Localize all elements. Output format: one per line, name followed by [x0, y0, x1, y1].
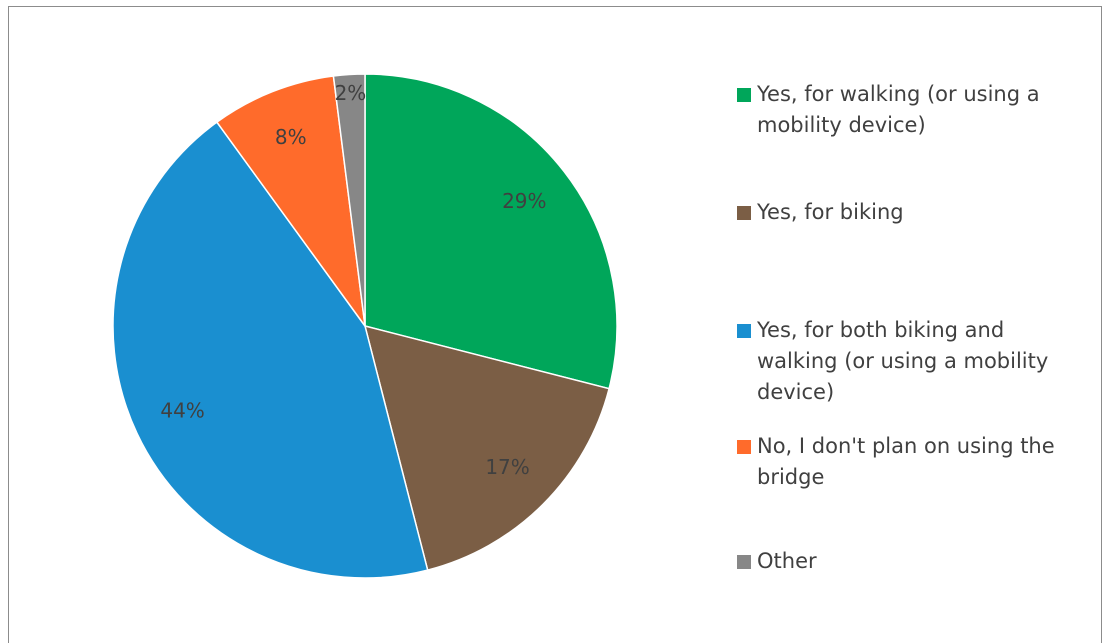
- legend-item: Other: [737, 546, 1087, 577]
- data-label: 17%: [485, 455, 529, 479]
- data-label: 44%: [160, 398, 204, 422]
- legend-label: Yes, for walking (or using a mobility de…: [757, 82, 1040, 137]
- pie-slice: [364, 73, 618, 390]
- data-label: 8%: [275, 125, 307, 149]
- legend-swatch: [737, 88, 751, 102]
- chart-frame: [8, 6, 1102, 643]
- legend-label: Other: [757, 549, 817, 573]
- legend-swatch: [737, 206, 751, 220]
- pie-slice: [112, 121, 429, 579]
- legend-label: Yes, for biking: [757, 200, 904, 224]
- pie-slice: [363, 324, 610, 571]
- legend-item: No, I don't plan on using the bridge: [737, 431, 1087, 493]
- legend-label: Yes, for both biking and walking (or usi…: [757, 318, 1049, 404]
- legend-swatch: [737, 440, 751, 454]
- pie-slice: [332, 73, 366, 327]
- legend-item: Yes, for both biking and walking (or usi…: [737, 315, 1087, 408]
- legend-item: Yes, for walking (or using a mobility de…: [737, 79, 1087, 141]
- legend-label: No, I don't plan on using the bridge: [757, 434, 1055, 489]
- legend-swatch: [737, 555, 751, 569]
- legend-item: Yes, for biking: [737, 197, 1087, 228]
- pie-slice: [215, 75, 366, 327]
- legend-swatch: [737, 324, 751, 338]
- data-label: 2%: [335, 81, 367, 105]
- data-label: 29%: [502, 189, 546, 213]
